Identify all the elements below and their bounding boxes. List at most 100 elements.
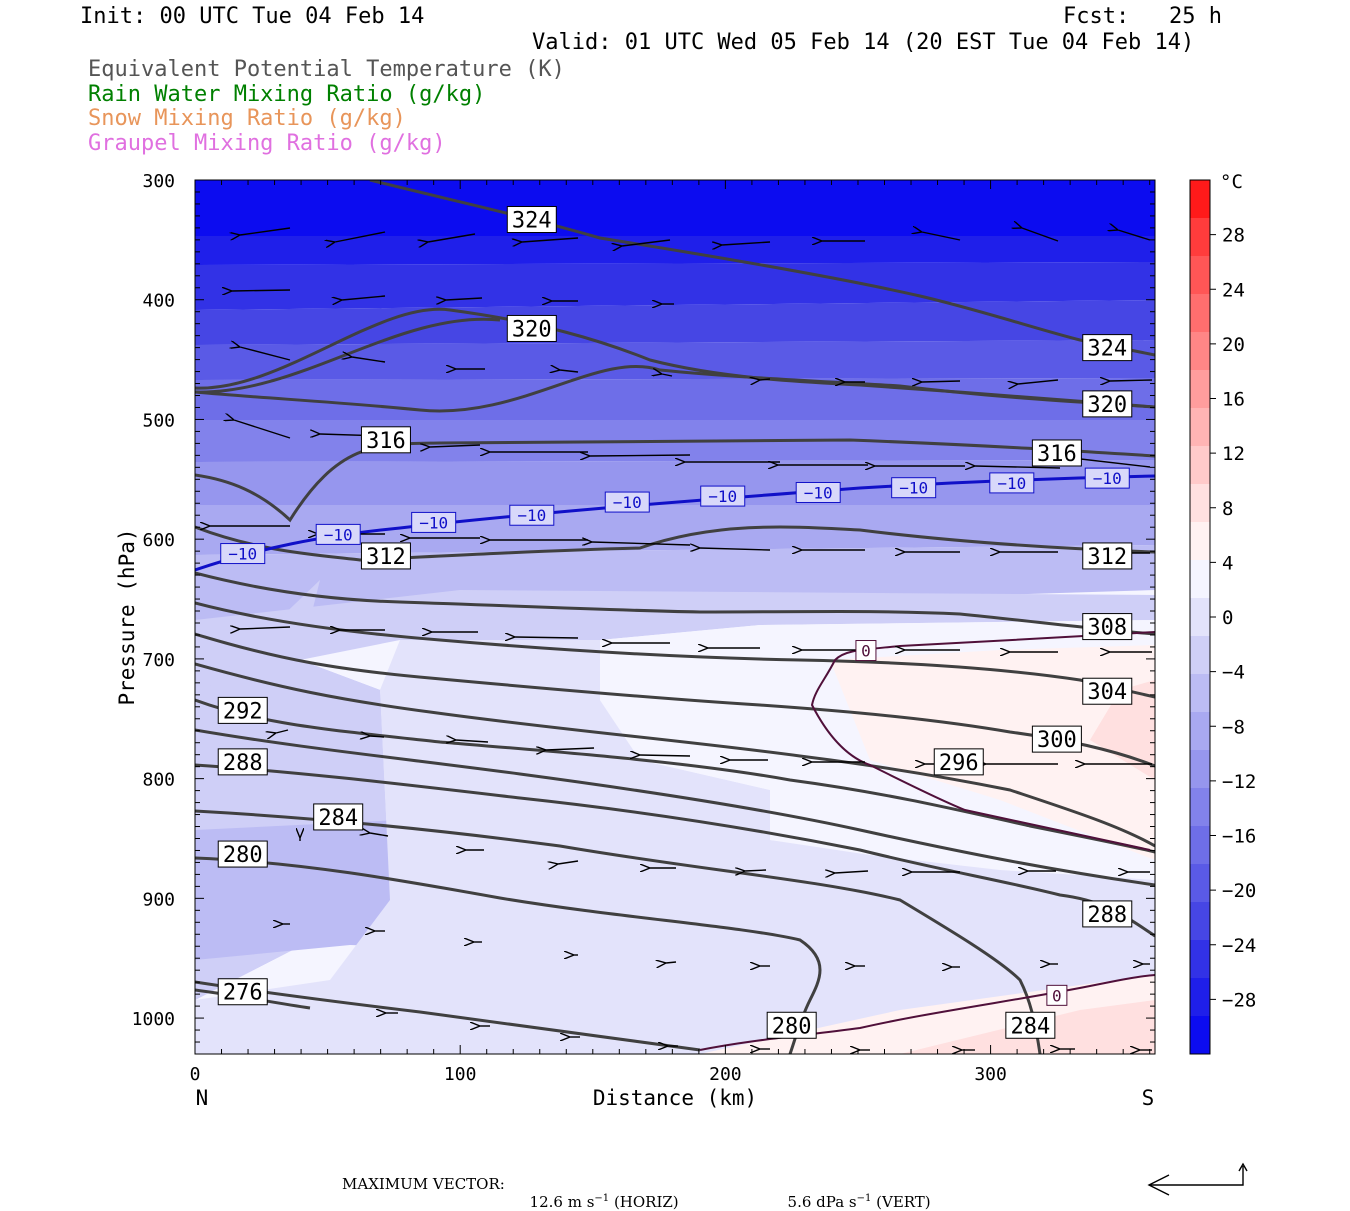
wind-vectors xyxy=(210,227,1153,1050)
plot-frame xyxy=(194,179,1156,1055)
colorbar-label: −24 xyxy=(1222,935,1256,957)
wind-vector xyxy=(1018,379,1059,384)
colorbar-swatch xyxy=(1190,864,1210,903)
shade-band-3 xyxy=(195,300,1155,345)
wind-vector xyxy=(975,466,1061,468)
horiz-unit: (HORIZ) xyxy=(613,1193,679,1211)
colorbar-swatch xyxy=(1190,598,1210,637)
colorbar-label: −28 xyxy=(1222,989,1256,1011)
colorbar-label: 12 xyxy=(1222,443,1245,465)
colorbar-swatch xyxy=(1190,940,1210,979)
temperature-label-box xyxy=(700,485,746,507)
colorbar-swatch xyxy=(1190,332,1210,371)
horiz-value: 12.6 m s xyxy=(529,1193,595,1211)
x-axis-right-label: S xyxy=(1142,1086,1155,1110)
colorbar-swatch xyxy=(1190,446,1210,485)
theta-e-contour xyxy=(195,809,1042,1054)
theta-e-label: 316 xyxy=(366,429,406,454)
theta-e-label: 276 xyxy=(223,981,263,1006)
wind-vector xyxy=(745,870,767,871)
wind-vector xyxy=(662,374,673,377)
theta-e-label: 312 xyxy=(1087,545,1127,570)
colorbar-swatch xyxy=(1190,294,1210,333)
wind-vector xyxy=(456,740,489,742)
vert-unit: (VERT) xyxy=(876,1193,931,1211)
colorbar-label: 28 xyxy=(1222,225,1245,247)
theta-e-label: 304 xyxy=(1087,680,1127,705)
temperature-label-box xyxy=(1084,467,1130,489)
wind-vector xyxy=(240,227,291,235)
wind-vector xyxy=(592,542,691,545)
temperature-label-box xyxy=(989,472,1035,494)
x-axis-left-label: N xyxy=(196,1086,209,1110)
theta-e-contour xyxy=(195,662,1155,848)
x-tick-label: 100 xyxy=(444,1064,477,1085)
theta-e-label: 284 xyxy=(1010,1014,1050,1039)
colorbar-swatch xyxy=(1190,978,1210,1017)
axes: 300 400 500 600 700 800 900 1000 0 100 200 300 xyxy=(132,171,1155,1085)
wind-vector xyxy=(515,637,579,638)
wind-vector xyxy=(342,295,386,300)
temperature-label: −10 xyxy=(419,513,448,532)
temperature-label-box xyxy=(1046,984,1068,1006)
shade-band-10 xyxy=(195,590,1155,700)
wind-vector xyxy=(446,298,483,300)
shade-band-17 xyxy=(1090,680,1155,780)
theta-e-label: 288 xyxy=(223,751,263,776)
colorbar-swatch xyxy=(1190,408,1210,447)
x-tick-label: 200 xyxy=(709,1064,742,1085)
wind-vector xyxy=(760,379,771,380)
colorbar-label: −8 xyxy=(1222,716,1245,738)
theta-e-label-box xyxy=(1031,439,1082,467)
temperature-label: −10 xyxy=(228,545,257,564)
colorbar-swatch xyxy=(1190,256,1210,295)
wind-vector xyxy=(232,290,291,291)
theta-e-label-box xyxy=(217,696,268,724)
y-tick-label: 1000 xyxy=(132,1009,175,1030)
theta-e-contour xyxy=(369,180,1155,357)
theta-e-label: 316 xyxy=(1037,442,1077,467)
temperature-label-box xyxy=(604,491,650,513)
wind-vector xyxy=(700,548,771,550)
vert-exponent: −1 xyxy=(856,1193,872,1204)
theta-e-label-box xyxy=(1082,542,1133,570)
temperature-label: −10 xyxy=(708,487,737,506)
temperature-label: −10 xyxy=(517,506,546,525)
theta-e-label: 300 xyxy=(1037,728,1077,753)
colorbar-swatch xyxy=(1190,370,1210,409)
theta-e-contour xyxy=(195,525,1155,562)
colorbar-swatch xyxy=(1190,1016,1210,1055)
theta-e-contour xyxy=(195,763,1155,938)
theta-e-label-box xyxy=(506,314,557,342)
colorbar-label: −20 xyxy=(1222,880,1256,902)
colorbar: 28 24 20 16 12 8 4 0 −4 −8 −12 −16 −20 −24 −28 xyxy=(1189,179,1256,1055)
x-axis-title: Distance (km) xyxy=(593,1086,757,1110)
theta-e-label: 320 xyxy=(512,317,552,342)
legend-entry: Graupel Mixing Ratio (g/kg) xyxy=(88,130,446,156)
wind-vector xyxy=(922,232,961,241)
theta-e-label-box xyxy=(1082,613,1133,641)
theta-e-label-box xyxy=(1082,900,1133,928)
theta-e-contour xyxy=(195,601,1155,699)
horiz-exponent: −1 xyxy=(594,1193,610,1204)
colorbar-swatch xyxy=(1190,484,1210,523)
shade-band-14 xyxy=(195,640,1155,1054)
theta-e-label: 308 xyxy=(1087,616,1127,641)
wind-vector xyxy=(370,736,385,737)
theta-e-label-box xyxy=(313,803,364,831)
theta-e-contour xyxy=(195,438,1155,523)
colorbar-swatch xyxy=(1190,674,1210,713)
theta-e-label-box xyxy=(217,978,268,1006)
isotherm-zero xyxy=(810,631,1155,851)
legend-entry: Snow Mixing Ratio (g/kg) xyxy=(88,106,406,131)
theta-e-label-box xyxy=(1082,334,1133,362)
legend-entry: Equivalent Potential Temperature (K) xyxy=(88,57,565,82)
y-tick-label: 400 xyxy=(142,291,175,312)
wind-vector xyxy=(335,231,386,242)
temperature-label: −10 xyxy=(324,525,353,544)
temperature-label: −10 xyxy=(804,483,833,502)
temperature-label: 0 xyxy=(1052,986,1062,1005)
colorbar-label: −12 xyxy=(1222,771,1256,793)
wind-vector xyxy=(1110,380,1153,381)
y-tick-label: 900 xyxy=(142,889,175,910)
